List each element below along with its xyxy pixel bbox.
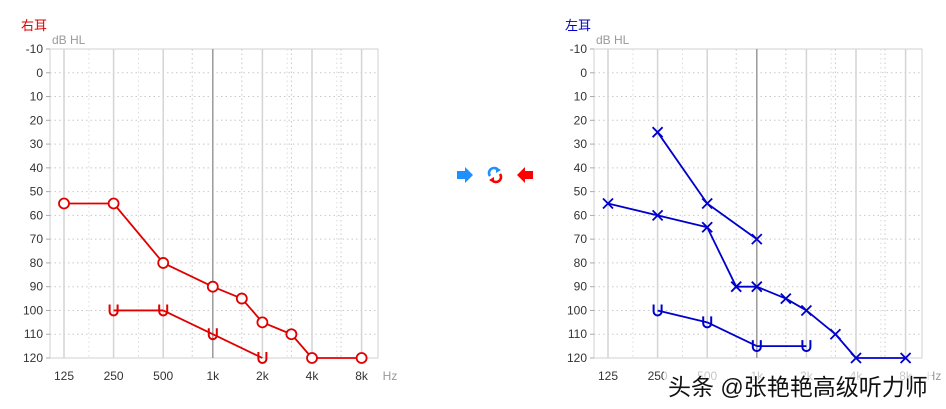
arrow-left-icon [517, 167, 533, 183]
right-ear-audiogram[interactable]: -10 0 10 20 30 40 50 60 70 80 90 100 110 120 125 250 500… [0, 0, 400, 409]
y-tick-label: 100 [567, 303, 587, 317]
data-point-cross [651, 209, 664, 222]
data-point-cross [701, 197, 713, 210]
x-tick-label: 4k [306, 369, 320, 383]
y-tick-label: -10 [570, 42, 588, 56]
series-0-segment [112, 202, 164, 264]
y-tick-label: -10 [26, 42, 44, 56]
x-tick-label: 1k [206, 369, 220, 383]
data-point-bracket [702, 316, 713, 329]
y-tick-label: 70 [30, 232, 44, 246]
data-point-cross [751, 233, 763, 245]
series-0-segment [785, 297, 807, 312]
y-tick-label: 90 [30, 280, 44, 294]
series-1-segment [656, 131, 708, 205]
series-0-segment [657, 214, 708, 229]
right-ear-panel: 右耳 -10 0 10 20 30 40 50 60 70 80 90 100 110 120 125 250… [0, 0, 397, 409]
y-tick-label: 110 [24, 327, 43, 341]
data-point-cross [651, 126, 664, 138]
data-point-circle [256, 316, 269, 329]
y-tick-label: 80 [574, 256, 588, 270]
series-0-segment [706, 226, 738, 288]
series-1-segment [162, 309, 214, 336]
copy-to-right-button[interactable] [456, 166, 474, 184]
left-ear-title: 左耳 [565, 18, 592, 33]
swap-icon [487, 166, 503, 184]
data-point-bracket [257, 352, 268, 364]
data-point-cross [780, 292, 792, 305]
x-tick-label: 250 [104, 369, 124, 383]
x-tick-label: 125 [54, 369, 74, 383]
y-tick-label: 60 [30, 208, 44, 222]
y-axis-label: dB HL [596, 33, 630, 47]
plot-frame [593, 48, 923, 359]
y-tick-label: 40 [30, 161, 44, 175]
series-2-segment [706, 321, 758, 347]
data-point-circle [107, 197, 120, 210]
arrow-right-icon [457, 167, 473, 183]
x-tick-label: 250 [648, 369, 668, 383]
series-1-segment [706, 202, 758, 240]
y-tick-label: 10 [574, 90, 588, 104]
data-point-cross [751, 281, 763, 293]
y-tick-label: 20 [30, 113, 44, 127]
x-tick-label: 8k [355, 369, 369, 383]
y-tick-label: 0 [580, 66, 587, 80]
series-0-segment [756, 285, 787, 300]
swap-button[interactable] [486, 166, 504, 184]
data-point-bracket [207, 328, 218, 341]
y-tick-label: 30 [574, 137, 588, 151]
y-tick-label: 10 [30, 90, 44, 104]
data-point-bracket [751, 340, 762, 353]
data-point-bracket [652, 304, 663, 317]
data-point-circle [58, 197, 70, 210]
data-point-circle [235, 292, 248, 305]
y-tick-label: 110 [568, 327, 587, 341]
data-point-cross [701, 221, 713, 233]
y-tick-label: 20 [574, 113, 588, 127]
data-point-circle [306, 352, 318, 364]
data-point-bracket [801, 340, 812, 353]
x-tick-label: 2k [256, 369, 270, 383]
y-tick-label: 80 [30, 256, 44, 270]
y-tick-label: 40 [574, 161, 588, 175]
data-point-cross [800, 304, 813, 317]
y-tick-label: 60 [574, 208, 588, 222]
copy-to-left-button[interactable] [516, 166, 534, 184]
data-point-bracket [158, 304, 169, 317]
x-tick-label: 125 [598, 369, 618, 383]
y-tick-label: 50 [30, 185, 44, 199]
watermark: 头条 @张艳艳高级听力师 [664, 368, 932, 402]
left-ear-panel: 左耳 -10 0 10 20 30 40 50 60 70 80 90 100 110 120 125 250… [544, 0, 941, 409]
series-0-segment [607, 202, 658, 217]
x-axis-label: Hz [383, 369, 398, 383]
data-point-cross [850, 352, 862, 364]
x-tick-label: 500 [153, 369, 173, 383]
y-axis-label: dB HL [52, 33, 86, 47]
y-tick-label: 70 [574, 232, 588, 246]
y-tick-label: 100 [23, 303, 43, 317]
data-point-circle [206, 280, 219, 293]
data-point-cross [602, 197, 614, 210]
data-point-cross [829, 328, 842, 340]
y-tick-label: 120 [23, 351, 43, 365]
data-point-circle [157, 257, 170, 269]
series-0-segment [162, 262, 214, 288]
y-tick-label: 120 [567, 351, 587, 365]
data-point-cross [730, 281, 742, 293]
data-point-cross [899, 352, 912, 364]
series-2-segment [657, 309, 708, 324]
y-tick-label: 90 [574, 280, 588, 294]
left-ear-audiogram[interactable]: -100102030405060708090100110120125250500… [544, 0, 944, 409]
series-1-segment [212, 333, 263, 359]
data-point-bracket [108, 304, 119, 317]
y-tick-label: 30 [30, 137, 44, 151]
y-tick-label: 0 [36, 66, 43, 80]
plot-frame [49, 48, 379, 359]
data-point-circle [285, 328, 298, 341]
y-tick-label: 50 [574, 185, 588, 199]
right-ear-title: 右耳 [21, 18, 48, 33]
data-point-circle [355, 352, 368, 364]
